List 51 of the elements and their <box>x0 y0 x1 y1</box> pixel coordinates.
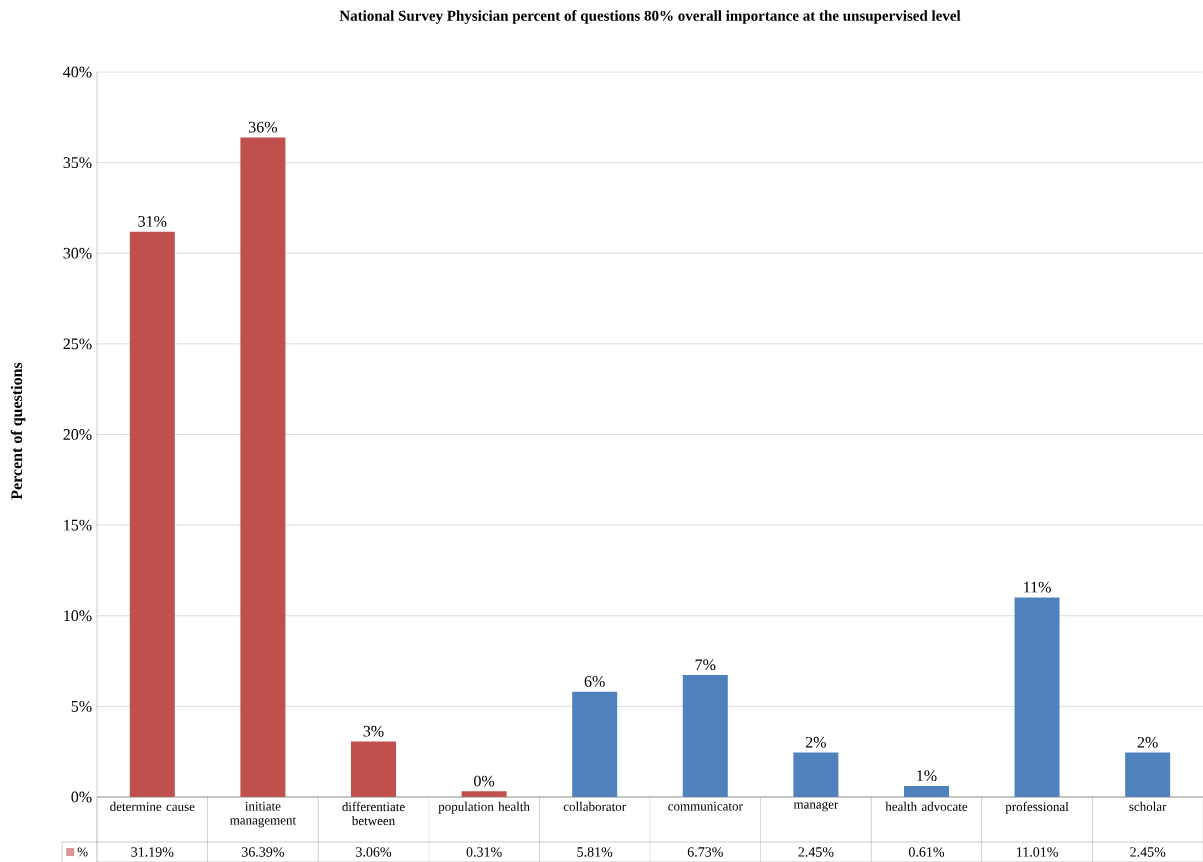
bar <box>572 691 618 797</box>
x-tick-label: differentiate between <box>342 801 405 826</box>
bar <box>1125 752 1171 797</box>
annotation: 1% <box>917 770 937 782</box>
bar <box>793 752 839 797</box>
y-tick-label: 10% <box>64 610 92 622</box>
data-label: 31.19% <box>131 847 174 857</box>
annotation: 2% <box>1137 736 1158 748</box>
annotation: 11% <box>1024 581 1051 593</box>
x-tick-label: collaborator <box>563 801 626 811</box>
bar <box>903 785 949 797</box>
bar <box>240 137 286 797</box>
bar <box>682 675 728 797</box>
data-label: 0.61% <box>908 847 945 857</box>
y-axis-title: Percent of questions <box>10 362 26 500</box>
annotation: 0% <box>474 775 495 787</box>
bar <box>350 741 396 797</box>
x-tick-label: population health <box>438 801 530 814</box>
y-tick-label: 5% <box>71 700 92 712</box>
x-tick-label: initiate management <box>229 801 297 828</box>
data-label: 0.31% <box>466 847 502 857</box>
x-tick-label: manager <box>793 801 839 812</box>
x-tick-label: scholar <box>1129 801 1167 811</box>
annotation: 6% <box>584 675 605 687</box>
y-tick-label: 40% <box>63 66 92 78</box>
y-tick-label: 25% <box>63 338 92 350</box>
chart-title: National Survey Physician percent of questions 80% overall importance at the unsupervised level <box>339 10 961 24</box>
data-label: 5.81% <box>577 847 613 857</box>
bar <box>129 231 175 797</box>
annotation: 31% <box>138 215 167 227</box>
data-label: 3.06% <box>356 847 392 857</box>
data-label: 36.39% <box>242 847 285 857</box>
x-tick-label: professional <box>1005 801 1069 814</box>
annotation: 2% <box>805 736 826 748</box>
x-tick-label: determine cause <box>110 801 195 811</box>
bar <box>1014 597 1060 797</box>
data-label: 6.73% <box>687 847 723 857</box>
annotation: 36% <box>249 121 278 133</box>
data-label: 11.01% <box>1017 847 1058 857</box>
annotation: 7% <box>695 659 716 671</box>
y-tick-label: 0% <box>71 791 92 803</box>
y-tick-label: 15% <box>64 519 92 531</box>
data-label: 2.45% <box>1130 847 1166 857</box>
x-tick-label: health advocate <box>885 801 968 811</box>
y-tick-label: 30% <box>63 247 92 259</box>
data-label: 2.45% <box>798 847 834 857</box>
annotation: 3% <box>363 725 384 737</box>
y-tick-label: 20% <box>63 429 92 440</box>
y-tick-label: 35% <box>63 157 92 169</box>
text: % <box>77 847 88 857</box>
x-tick-label: communicator <box>668 801 743 811</box>
